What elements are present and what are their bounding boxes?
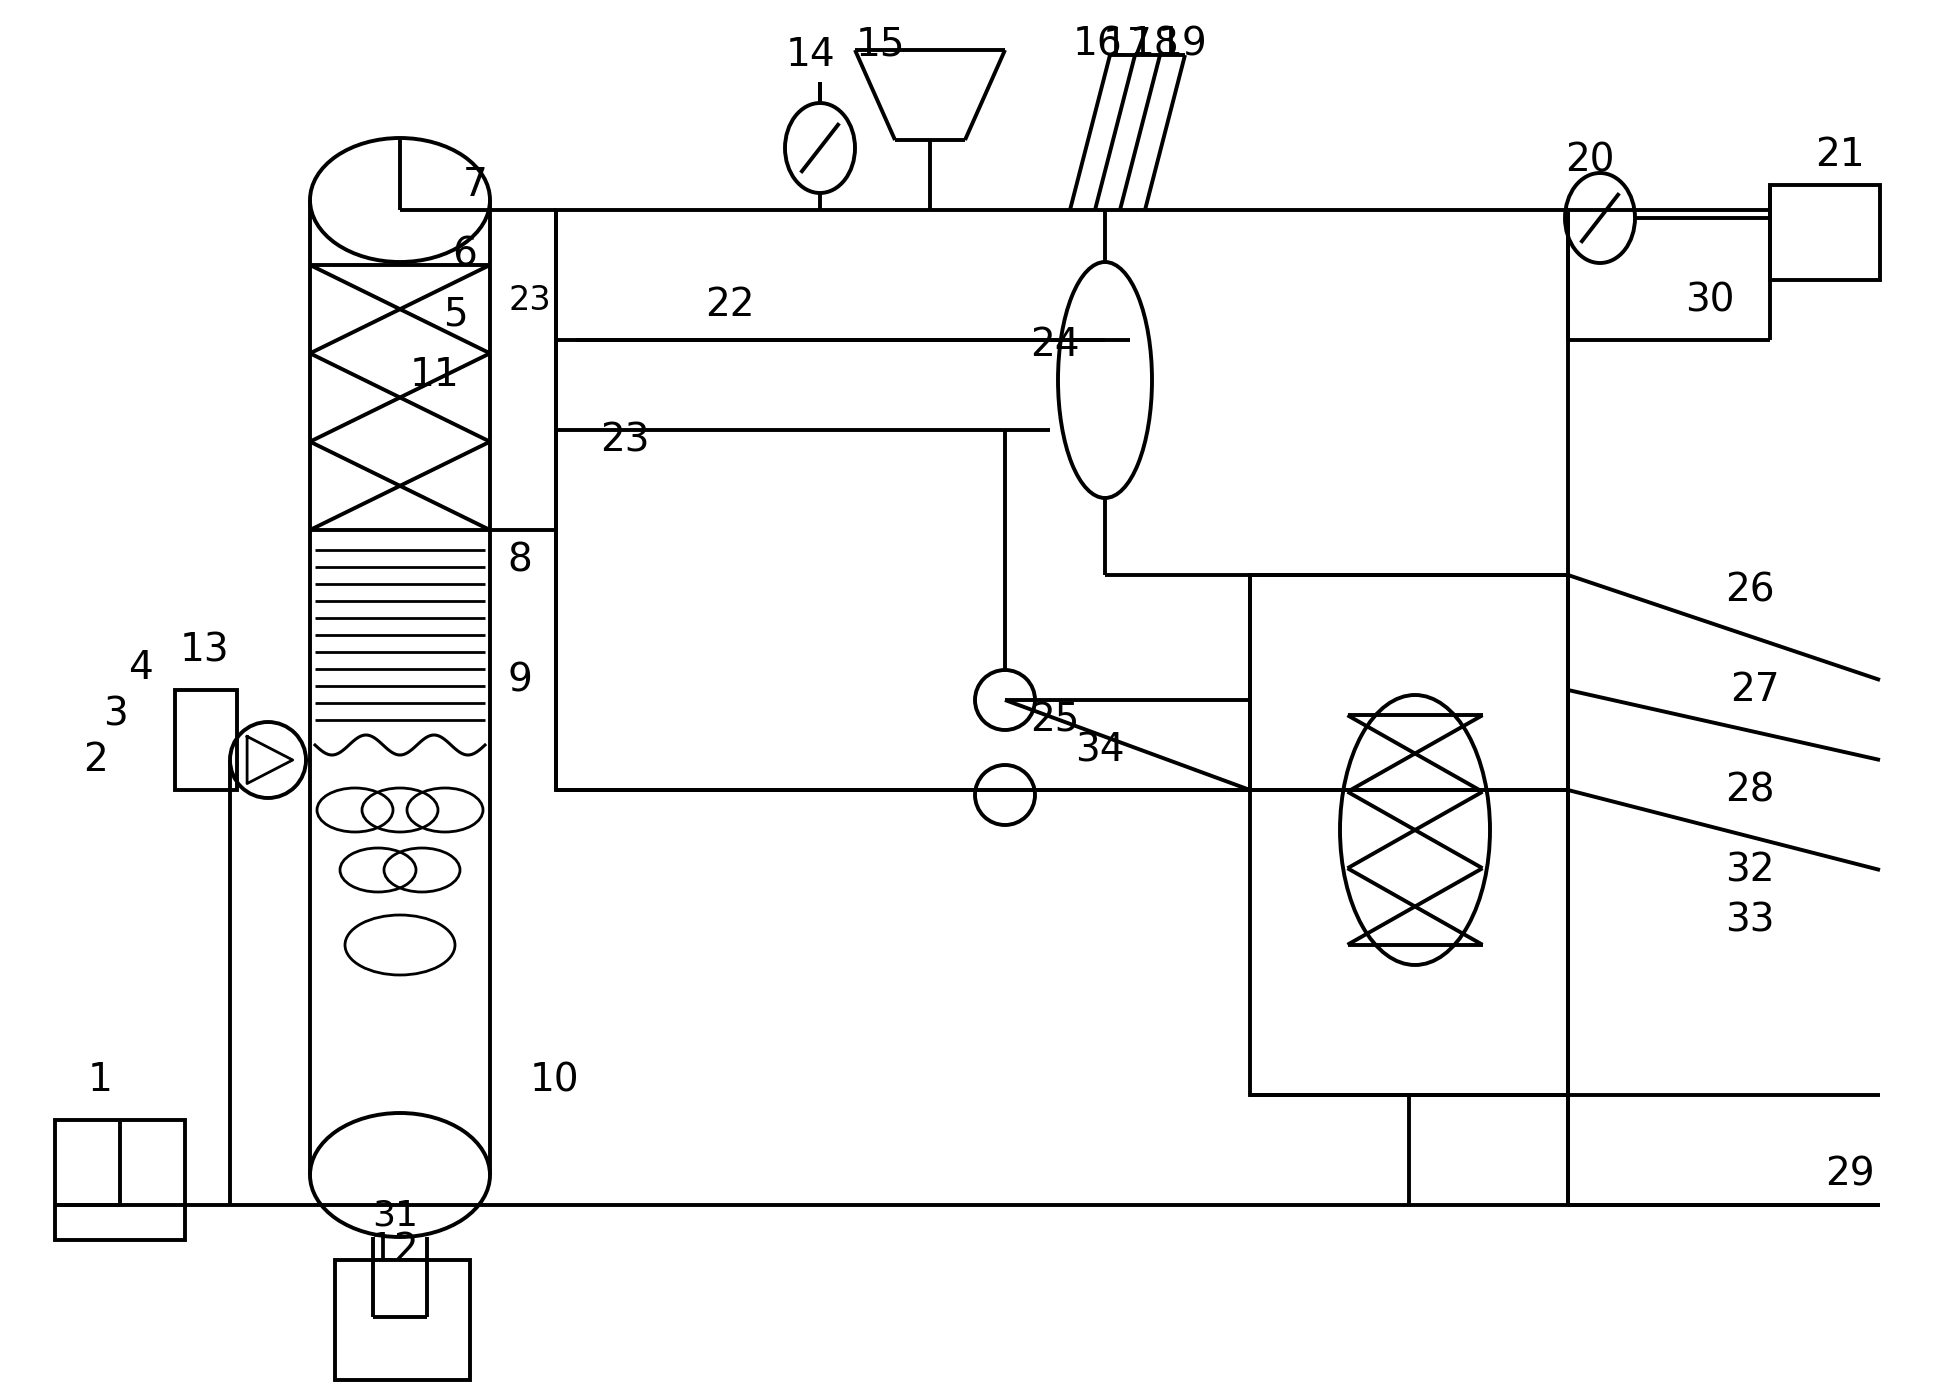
Text: 30: 30	[1685, 281, 1734, 319]
Bar	[557, 210, 1568, 790]
Text: 25: 25	[1029, 701, 1080, 740]
Text: 1: 1	[88, 1061, 113, 1099]
Text: 21: 21	[1816, 137, 1864, 174]
Bar	[335, 1261, 471, 1380]
Text: 11: 11	[411, 357, 459, 394]
Text: 26: 26	[1726, 571, 1775, 609]
Text: 17: 17	[1103, 26, 1152, 64]
Bar	[175, 690, 237, 790]
Text: 28: 28	[1726, 770, 1775, 809]
Text: 10: 10	[529, 1061, 580, 1099]
Text: 2: 2	[82, 741, 107, 779]
Text: 29: 29	[1825, 1156, 1874, 1194]
Text: 6: 6	[453, 235, 477, 274]
Text: 27: 27	[1730, 671, 1781, 709]
Text: 8: 8	[508, 540, 533, 579]
Text: 34: 34	[1076, 731, 1125, 769]
Text: 9: 9	[508, 662, 533, 699]
Text: 15: 15	[854, 26, 905, 64]
Text: 33: 33	[1726, 901, 1775, 939]
Text: 3: 3	[103, 696, 126, 734]
Text: 5: 5	[442, 295, 467, 334]
Text: 12: 12	[370, 1231, 420, 1269]
Text: 31: 31	[372, 1198, 418, 1231]
Text: 23: 23	[508, 284, 551, 316]
Text: 7: 7	[463, 166, 486, 203]
Bar	[1249, 575, 1568, 1095]
Text: 23: 23	[599, 421, 650, 460]
Text: 13: 13	[181, 631, 230, 669]
Text: 20: 20	[1565, 141, 1615, 178]
Text: 14: 14	[784, 36, 835, 74]
Bar	[1771, 185, 1880, 280]
Text: 16: 16	[1072, 26, 1123, 64]
Text: 32: 32	[1726, 851, 1775, 889]
Bar	[54, 1120, 185, 1240]
Text: 19: 19	[1158, 26, 1208, 64]
Text: 22: 22	[704, 286, 755, 325]
Text: 24: 24	[1029, 326, 1080, 364]
Text: 4: 4	[128, 649, 152, 687]
Text: 18: 18	[1131, 26, 1179, 64]
